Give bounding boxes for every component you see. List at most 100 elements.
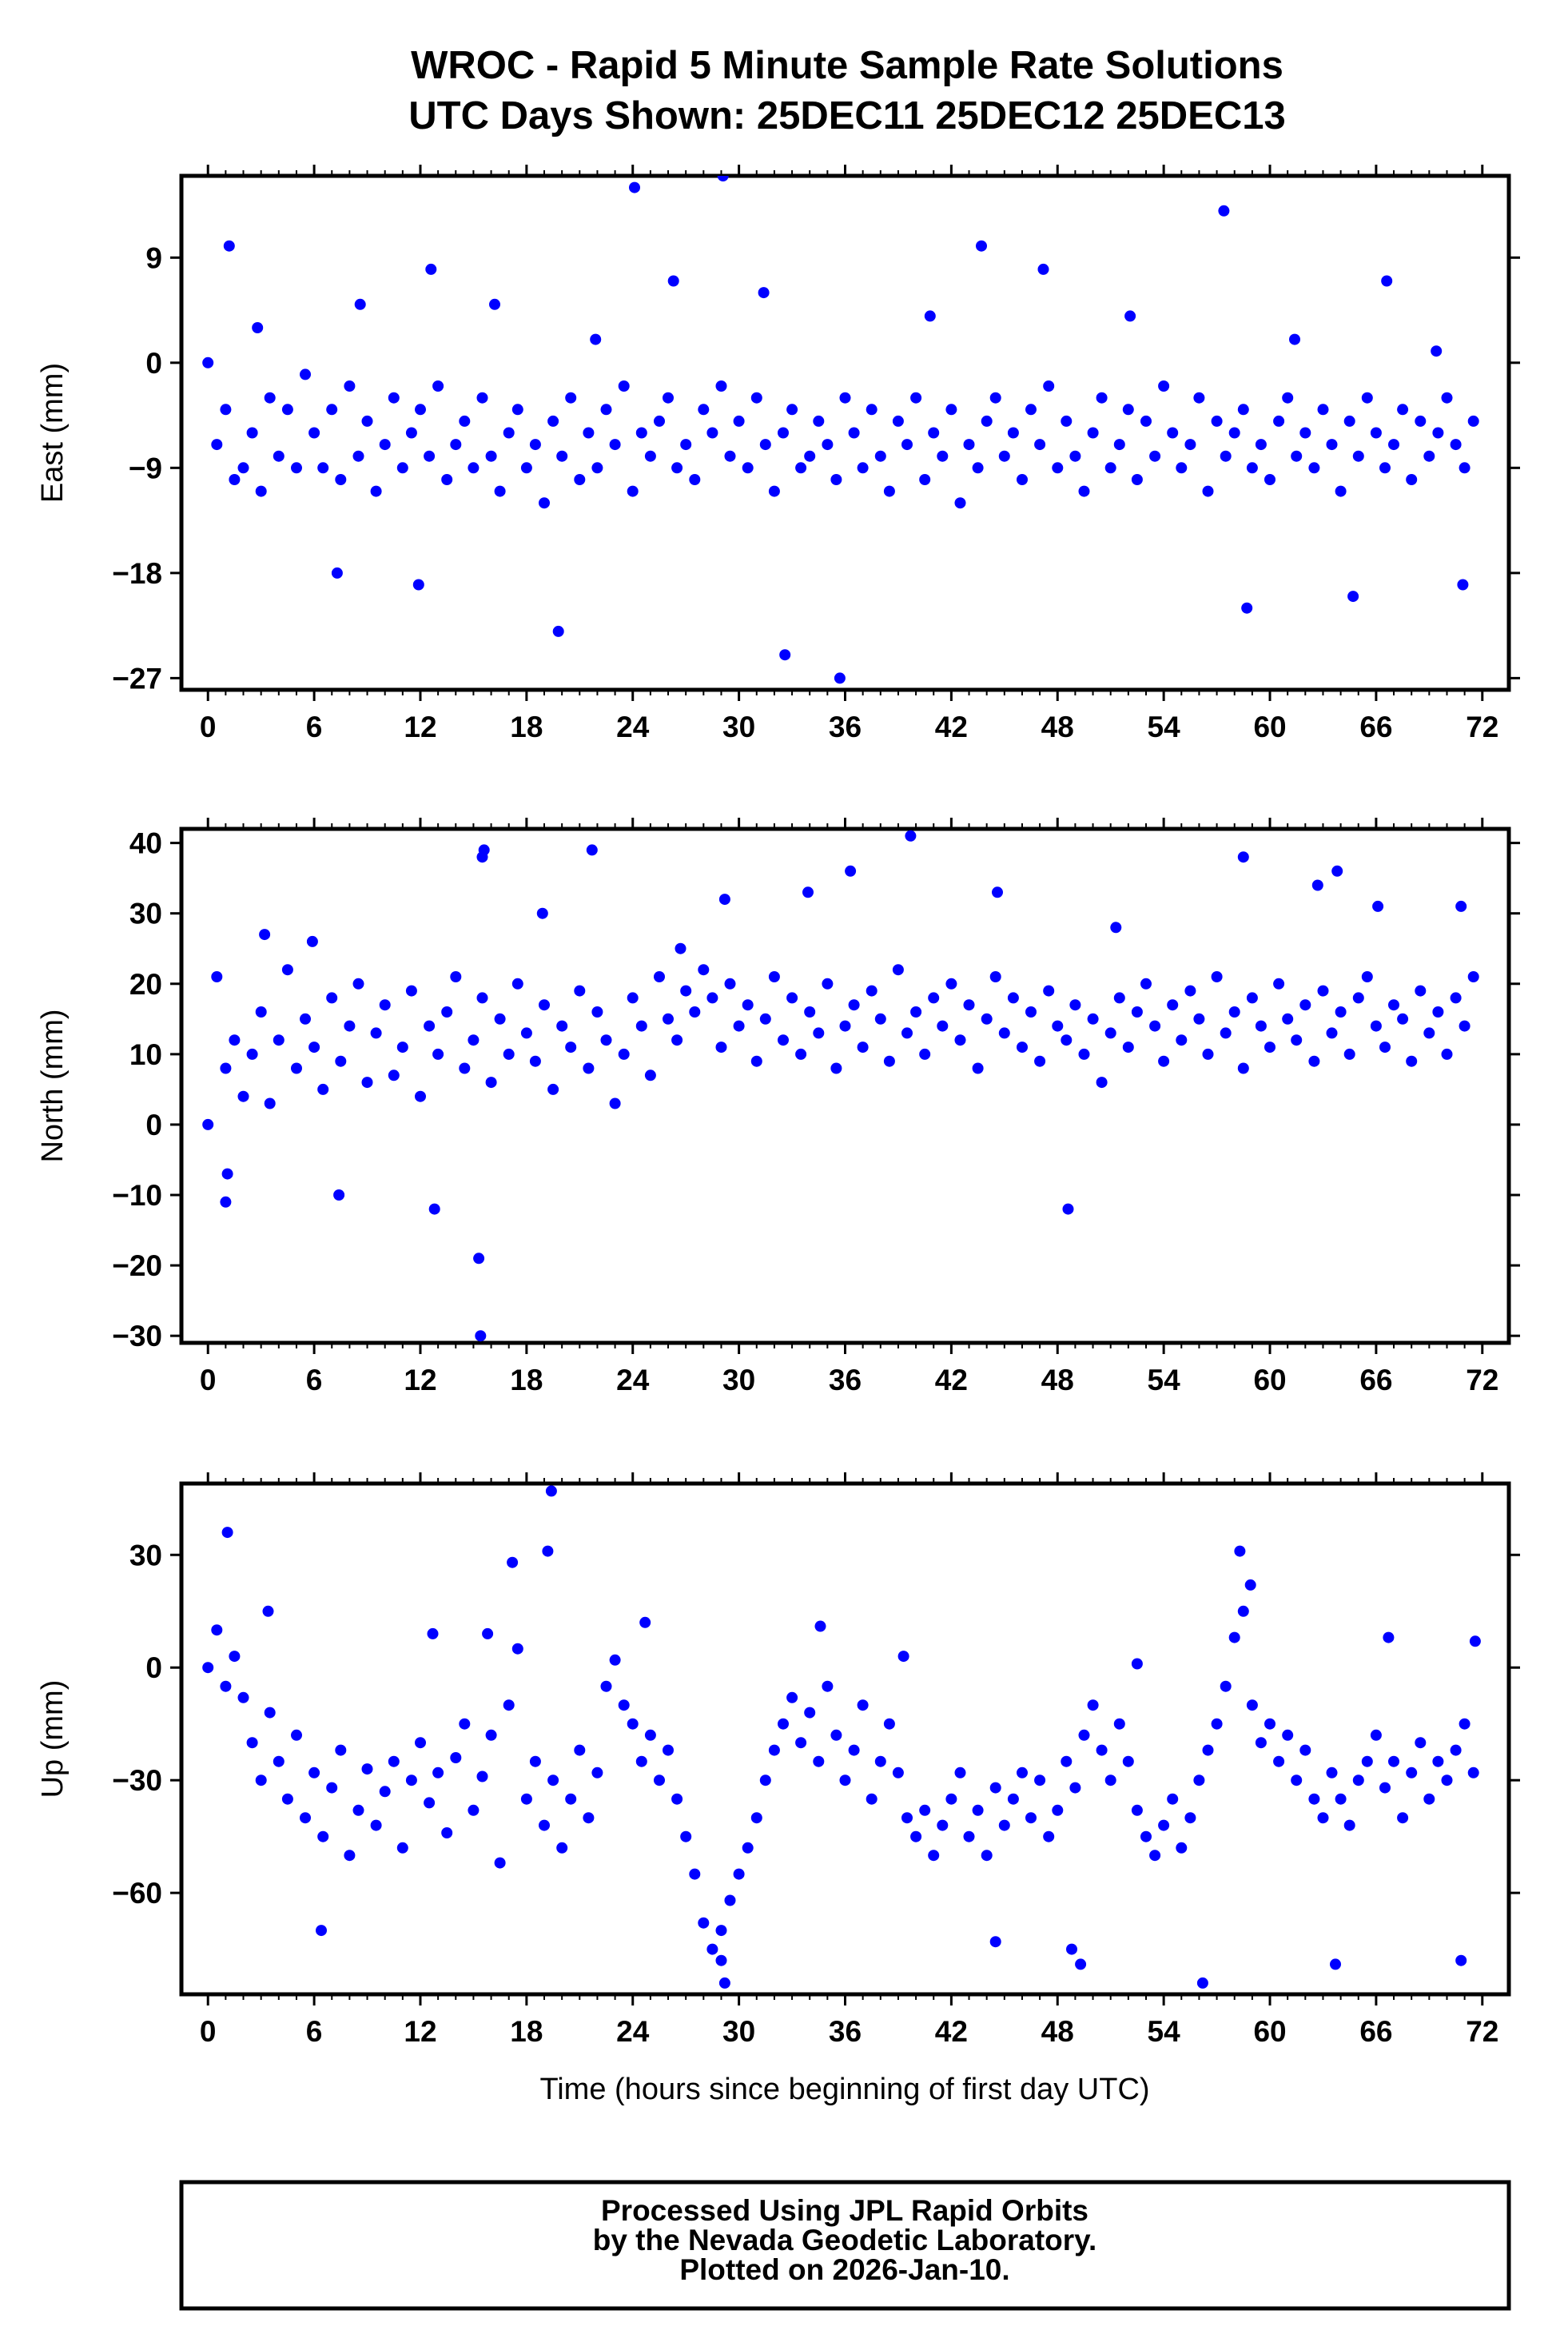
east-data-point <box>937 450 949 462</box>
up-x-tick-label: 48 <box>1041 2015 1074 2048</box>
up-data-point <box>335 1744 347 1756</box>
north-x-tick-label: 42 <box>935 1364 968 1396</box>
north-data-point <box>954 1034 966 1046</box>
up-data-point <box>1246 1699 1258 1711</box>
north-data-point <box>1069 999 1081 1011</box>
north-data-point <box>1352 992 1364 1004</box>
north-data-point <box>1131 1006 1143 1018</box>
east-data-point <box>928 427 940 439</box>
north-x-tick-label: 60 <box>1253 1364 1286 1396</box>
up-x-tick-label: 6 <box>306 2015 323 2048</box>
east-data-point <box>520 462 532 474</box>
north-data-point <box>370 1027 382 1039</box>
up-data-point <box>450 1752 462 1763</box>
up-x-tick-label: 0 <box>200 2015 217 2048</box>
up-data-point <box>928 1850 940 1862</box>
north-x-tick-label: 0 <box>200 1364 217 1396</box>
north-data-point <box>1193 1013 1205 1025</box>
north-data-point <box>1025 1006 1037 1018</box>
east-data-point <box>1317 404 1329 416</box>
up-data-point <box>1196 1977 1208 1989</box>
east-data-point <box>1220 450 1232 462</box>
up-data-point <box>529 1755 541 1767</box>
up-data-point <box>1017 1766 1028 1778</box>
east-data-point <box>591 462 603 474</box>
north-data-point <box>556 1020 568 1032</box>
up-data-point <box>671 1793 683 1805</box>
east-data-point <box>654 415 665 427</box>
east-data-point <box>635 427 647 439</box>
up-data-point <box>1234 1545 1246 1557</box>
north-data-point <box>1034 1055 1046 1067</box>
north-data-point <box>1441 1048 1453 1060</box>
north-data-point <box>963 999 975 1011</box>
up-data-point <box>539 1819 550 1831</box>
east-data-point <box>1299 427 1311 439</box>
up-data-point <box>963 1830 975 1842</box>
north-data-point <box>857 1042 869 1054</box>
up-y-tick-label: 0 <box>145 1651 162 1684</box>
north-y-tick-label: −30 <box>112 1320 162 1352</box>
east-data-point <box>779 649 791 661</box>
north-data-point <box>1202 1048 1214 1060</box>
east-data-point <box>468 462 480 474</box>
north-data-point <box>264 1097 276 1109</box>
north-data-point <box>937 1020 949 1032</box>
east-data-point <box>1282 392 1294 404</box>
east-data-point <box>1158 380 1170 392</box>
east-data-point <box>1467 415 1479 427</box>
north-data-point <box>1372 900 1384 912</box>
north-data-point <box>1017 1042 1028 1054</box>
east-data-point <box>1255 439 1267 451</box>
up-data-point <box>542 1545 554 1557</box>
north-data-point <box>901 1027 913 1039</box>
north-data-point <box>459 1062 471 1074</box>
east-y-axis-label: East (mm) <box>36 363 70 503</box>
north-data-point <box>291 1062 302 1074</box>
up-data-point <box>892 1766 904 1778</box>
up-y-tick-label: −30 <box>112 1764 162 1797</box>
up-data-point <box>415 1737 426 1749</box>
north-data-point <box>768 971 780 982</box>
up-data-point <box>1158 1819 1170 1831</box>
east-x-tick-label: 48 <box>1041 711 1074 743</box>
up-data-point <box>574 1744 586 1756</box>
north-data-point <box>786 992 798 1004</box>
east-data-point <box>291 462 302 474</box>
up-data-point <box>830 1729 842 1741</box>
up-data-point <box>1061 1755 1073 1767</box>
up-data-point <box>857 1699 869 1711</box>
east-data-point <box>839 392 851 404</box>
north-data-point <box>1007 992 1019 1004</box>
east-data-point <box>1167 427 1179 439</box>
east-series <box>202 176 1479 684</box>
east-data-point <box>733 415 745 427</box>
east-data-point <box>883 485 895 497</box>
east-data-point <box>432 380 444 392</box>
east-data-point <box>758 287 770 299</box>
east-data-point <box>663 392 674 404</box>
east-data-point <box>1228 427 1240 439</box>
north-data-point <box>520 1027 532 1039</box>
north-y-tick-label: −20 <box>112 1249 162 1282</box>
north-data-point <box>1158 1055 1170 1067</box>
footer-line-1: Processed Using JPL Rapid Orbits <box>601 2194 1088 2227</box>
east-data-point <box>317 462 329 474</box>
east-y-tick-label: −9 <box>129 452 162 484</box>
up-data-point <box>432 1766 444 1778</box>
north-data-point <box>1406 1055 1418 1067</box>
up-data-point <box>246 1737 258 1749</box>
up-data-point <box>1273 1755 1285 1767</box>
up-data-point <box>627 1718 639 1730</box>
up-data-point <box>202 1662 214 1674</box>
up-data-point <box>1317 1812 1329 1824</box>
east-data-point <box>866 404 878 416</box>
north-data-point <box>583 1062 595 1074</box>
north-data-point <box>635 1020 647 1032</box>
up-data-point <box>255 1774 267 1786</box>
up-data-point <box>237 1691 249 1703</box>
up-data-point <box>1220 1680 1232 1692</box>
north-data-point <box>822 978 834 990</box>
north-data-point <box>326 992 338 1004</box>
